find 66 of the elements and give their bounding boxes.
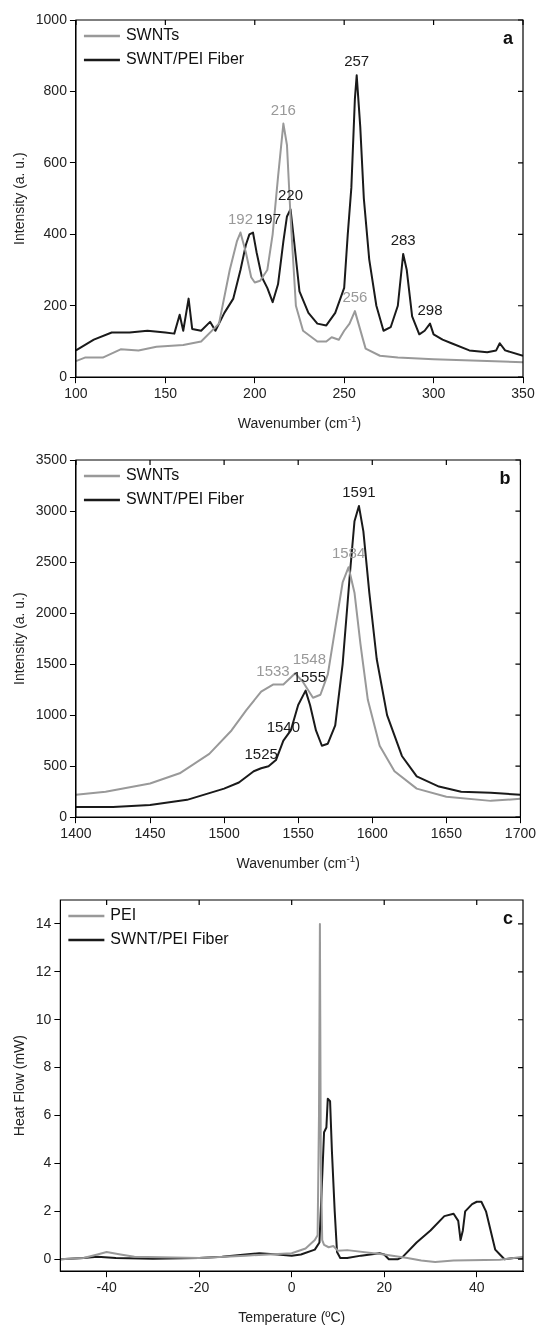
y-tick-label: 0 [59, 808, 68, 825]
y-axis-title: Intensity (a. u.) [11, 152, 28, 245]
x-tick-label: 20 [376, 1279, 393, 1296]
legend-label: SWNTs [125, 466, 180, 484]
y-tick-label: 10 [35, 1010, 52, 1027]
x-tick-label: 100 [64, 385, 88, 402]
x-tick-label: 0 [287, 1279, 296, 1296]
y-tick-label: 2 [43, 1202, 52, 1219]
annotation: 256 [342, 288, 368, 306]
x-tick-label: 1400 [60, 825, 92, 842]
legend-label: SWNT/PEI Fiber [110, 930, 230, 948]
y-tick-label: 12 [35, 962, 52, 979]
y-tick-label: 14 [35, 914, 52, 931]
annotation: 298 [417, 300, 443, 318]
annotation: 1533 [256, 661, 290, 679]
x-tick-label: 350 [511, 385, 535, 402]
annotation: 283 [390, 230, 416, 248]
legend-label: SWNTs [125, 26, 180, 44]
y-tick-label: 500 [43, 757, 68, 774]
x-tick-label: 300 [421, 385, 446, 402]
x-tick-label: 200 [243, 385, 267, 402]
annotation: 1548 [292, 650, 327, 668]
y-tick-label: 1500 [35, 654, 68, 671]
legend-label: PEI [110, 906, 137, 924]
legend-label: SWNT/PEI Fiber [125, 490, 245, 508]
y-tick-label: 3500 [35, 450, 68, 467]
x-tick-label: 150 [153, 385, 178, 402]
y-tick-label: 0 [43, 1250, 52, 1267]
y-tick-label: 200 [43, 296, 68, 313]
x-tick-label: 1550 [282, 825, 314, 842]
y-tick-label: 1000 [35, 10, 68, 27]
y-axis-title: Heat Flow (mW) [11, 1035, 28, 1137]
y-tick-label: 8 [43, 1058, 52, 1075]
y-tick-label: 4 [43, 1154, 52, 1171]
annotation: c [502, 907, 513, 928]
annotation: 197 [255, 209, 282, 227]
x-tick-label: 40 [468, 1279, 485, 1296]
annotation: 220 [278, 186, 304, 204]
y-tick-label: 0 [59, 368, 68, 385]
annotation: b [499, 467, 511, 488]
y-tick-label: 400 [43, 225, 68, 242]
y-tick-label: 2000 [35, 603, 68, 620]
annotation: 1591 [342, 482, 376, 500]
annotation: 1525 [244, 745, 278, 763]
y-tick-label: 600 [43, 153, 68, 170]
x-tick-label: 1600 [356, 825, 389, 842]
annotation: 1555 [292, 667, 327, 685]
annotation: 216 [270, 100, 296, 118]
x-tick-label: -20 [189, 1279, 210, 1296]
x-tick-label: 1700 [504, 825, 537, 842]
x-tick-label: 1650 [430, 825, 463, 842]
y-tick-label: 2500 [35, 552, 68, 569]
x-tick-label: 250 [332, 385, 357, 402]
y-tick-label: 6 [43, 1106, 52, 1123]
y-tick-label: 3000 [35, 501, 68, 518]
y-axis-title: Intensity (a. u.) [11, 592, 28, 685]
annotation: 192 [227, 209, 253, 227]
legend-label: SWNT/PEI Fiber [125, 50, 245, 68]
x-tick-label: 1500 [208, 825, 240, 842]
x-tick-label: 1450 [134, 825, 166, 842]
y-tick-label: 800 [43, 82, 68, 99]
x-axis-title: Temperature (ºC) [238, 1309, 346, 1325]
annotation: 257 [344, 52, 370, 70]
y-tick-label: 1000 [35, 706, 68, 722]
x-tick-label: -40 [96, 1279, 117, 1296]
annotation: a [502, 27, 514, 48]
